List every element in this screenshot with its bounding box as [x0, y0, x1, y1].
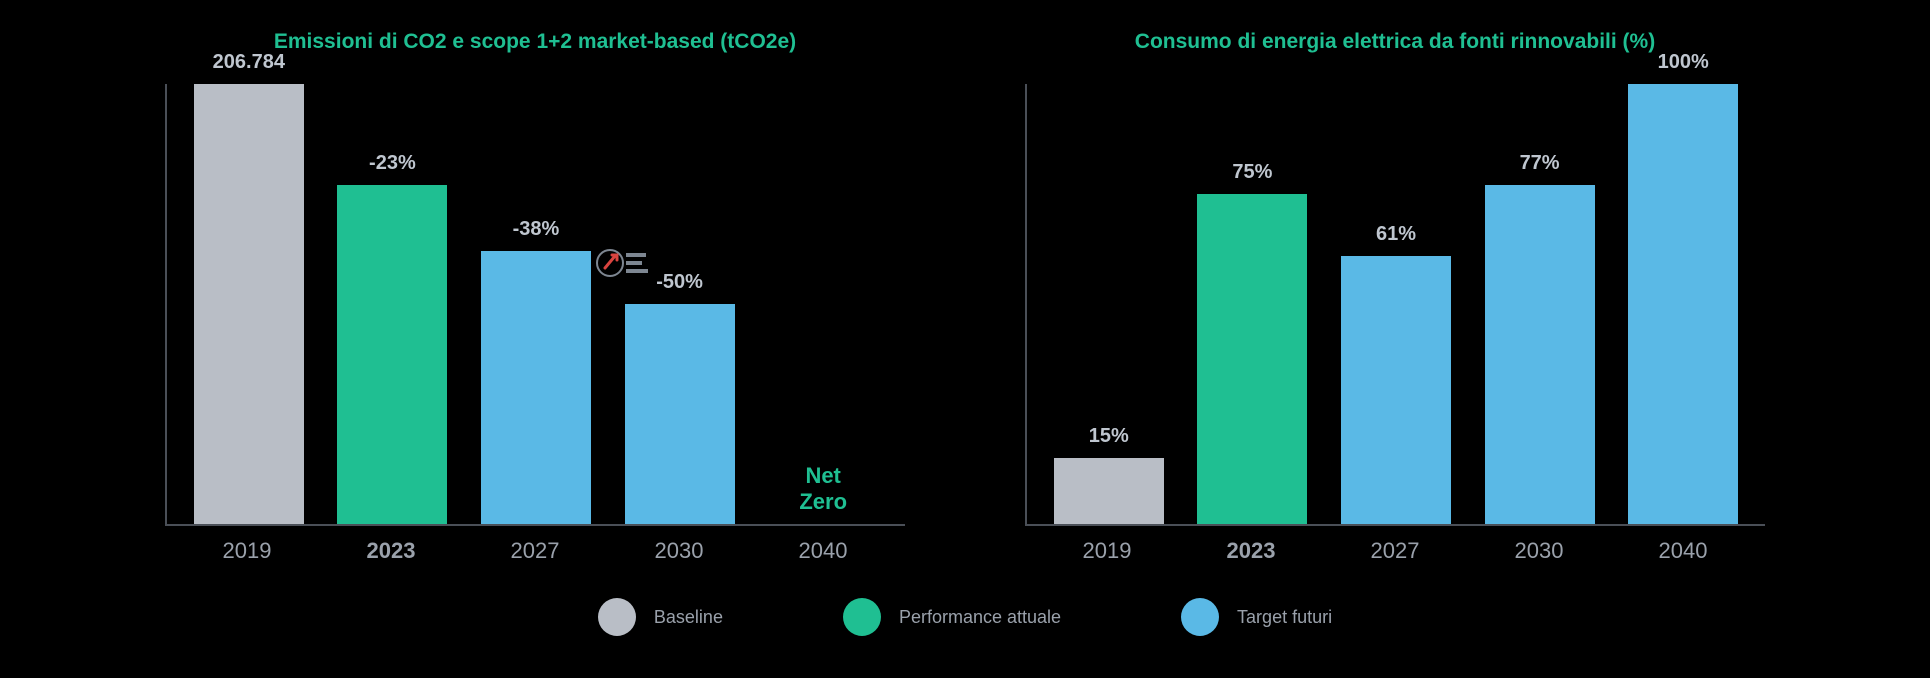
emissions-bar-slot: NetZero [768, 84, 878, 524]
emissions-bar-slot: -38% [481, 84, 591, 524]
chart-renewables: Consumo di energia elettrica da fonti ri… [1025, 20, 1765, 564]
emissions-bar: -23% [337, 185, 447, 524]
emissions-bar-value-label: 206.784 [213, 51, 285, 74]
emissions-bar: 206.784 [194, 84, 304, 524]
legend-label: Target futuri [1237, 607, 1332, 628]
renewables-bar: 15% [1054, 458, 1164, 524]
renewables-bar: 75% [1197, 194, 1307, 524]
emissions-bar: -38% [481, 251, 591, 524]
chart-renewables-plot: 15% 75% 61% 77% 100% [1025, 84, 1765, 526]
renewables-bar: 77% [1485, 185, 1595, 524]
chart-emissions-xaxis: 2019 2023 2027 2030 2040 [165, 526, 905, 564]
renewables-category-label: 2027 [1340, 538, 1450, 564]
emissions-bar-slot: -23% [337, 84, 447, 524]
renewables-bar-slot: 100% [1628, 84, 1738, 524]
emissions-bar-slot: -50% [625, 84, 735, 524]
legend-item: Performance attuale [843, 598, 1061, 636]
chart-renewables-title: Consumo di energia elettrica da fonti ri… [1025, 30, 1765, 54]
emissions-category-label: 2023 [336, 538, 446, 564]
emissions-category-label: 2027 [480, 538, 590, 564]
renewables-bar: 61% [1341, 256, 1451, 524]
netzero-label: NetZero [799, 463, 847, 514]
renewables-bar-slot: 75% [1197, 84, 1307, 524]
renewables-bar-value-label: 15% [1089, 425, 1129, 448]
legend-swatch-icon [1181, 598, 1219, 636]
chart-emissions-plot: 206.784 -23% -38% -50% NetZero [165, 84, 905, 526]
legend-swatch-icon [598, 598, 636, 636]
legend-label: Baseline [654, 607, 723, 628]
charts-panel: Emissioni di CO2 e scope 1+2 market-base… [0, 0, 1930, 564]
chart-renewables-xaxis: 2019 2023 2027 2030 2040 [1025, 526, 1765, 564]
emissions-category-label: 2040 [768, 538, 878, 564]
emissions-bar-value-label: -38% [513, 218, 560, 241]
renewables-bar-slot: 77% [1485, 84, 1595, 524]
renewables-bar-value-label: 75% [1232, 161, 1272, 184]
emissions-bar-value-label: -23% [369, 152, 416, 175]
emissions-bar: -50% [625, 304, 735, 524]
renewables-category-label: 2023 [1196, 538, 1306, 564]
renewables-category-label: 2019 [1052, 538, 1162, 564]
emissions-category-label: 2030 [624, 538, 734, 564]
chart-emissions: Emissioni di CO2 e scope 1+2 market-base… [165, 20, 905, 564]
renewables-bar-value-label: 61% [1376, 223, 1416, 246]
renewables-bar: 100% [1628, 84, 1738, 524]
legend-item: Baseline [598, 598, 723, 636]
renewables-category-label: 2040 [1628, 538, 1738, 564]
emissions-bar-value-label: -50% [656, 271, 703, 294]
renewables-category-label: 2030 [1484, 538, 1594, 564]
emissions-bar-slot: 206.784 [194, 84, 304, 524]
legend-item: Target futuri [1181, 598, 1332, 636]
emissions-category-label: 2019 [192, 538, 302, 564]
legend: Baseline Performance attuale Target futuri [0, 598, 1930, 636]
renewables-bar-value-label: 77% [1520, 152, 1560, 175]
legend-swatch-icon [843, 598, 881, 636]
renewables-bar-slot: 61% [1341, 84, 1451, 524]
renewables-bar-slot: 15% [1054, 84, 1164, 524]
legend-label: Performance attuale [899, 607, 1061, 628]
renewables-bar-value-label: 100% [1658, 51, 1709, 74]
